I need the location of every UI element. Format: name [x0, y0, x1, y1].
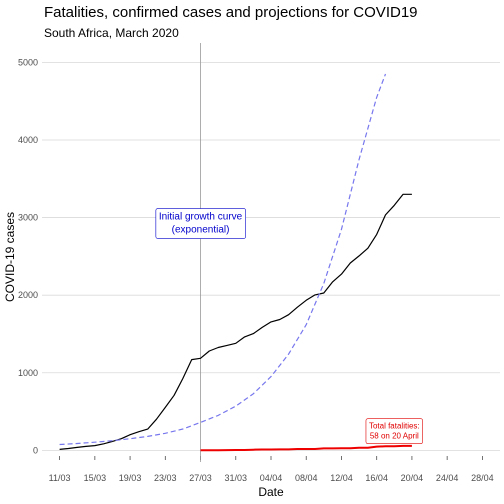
exponential-projection-line [59, 73, 387, 446]
x-tick-label: 15/03 [84, 473, 107, 483]
growth-curve-annotation: Initial growth curve (exponential) [155, 208, 246, 239]
y-tick-labels: 0 1000 2000 3000 4000 5000 [18, 57, 38, 455]
x-tick-label: 20/04 [401, 473, 424, 483]
x-tick-label: 19/03 [119, 473, 142, 483]
annotation-box [155, 208, 246, 239]
series-layer [59, 73, 412, 452]
x-tick-label: 31/03 [225, 473, 248, 483]
y-axis-title: COVID-19 cases [3, 212, 17, 302]
annot-layer: Initial growth curve (exponential) Total f… [155, 208, 423, 444]
fatalities-line [200, 444, 412, 452]
annotation-text: Initial growth curve [159, 212, 243, 223]
x-axis-title: Date [258, 485, 284, 499]
chart-title: Fatalities, confirmed cases and projecti… [44, 4, 418, 21]
x-tick-label: 04/04 [260, 473, 283, 483]
x-tick-label: 28/04 [471, 473, 494, 483]
x-tick-labels: 11/03 15/03 19/03 23/03 27/03 31/03 04/04 08/04… [49, 473, 494, 483]
y-tick-label: 0 [33, 445, 38, 455]
x-tick-label: 16/04 [365, 473, 388, 483]
x-tick-label: 11/03 [49, 473, 71, 483]
annotation-text: 58 on 20 April [370, 432, 419, 441]
x-tick-label: 12/04 [330, 473, 353, 483]
x-tick-label: 23/03 [154, 473, 177, 483]
y-tick-label: 5000 [18, 57, 38, 67]
x-tick-label: 24/04 [436, 473, 459, 483]
annotation-text: (exponential) [172, 225, 230, 236]
annotation-text: Total fatalities: [369, 422, 420, 431]
y-tick-label: 4000 [18, 135, 38, 145]
y-tick-label: 1000 [18, 368, 38, 378]
x-tick-label: 27/03 [189, 473, 212, 483]
chart-subtitle: South Africa, March 2020 [44, 26, 179, 40]
y-tick-label: 2000 [18, 290, 38, 300]
annotation-box [365, 418, 423, 444]
fatalities-annotation: Total fatalities:58 on 20 April [365, 418, 423, 444]
x-tick-label: 08/04 [295, 473, 318, 483]
grid-layer [42, 61, 500, 460]
y-tick-label: 3000 [18, 213, 38, 223]
